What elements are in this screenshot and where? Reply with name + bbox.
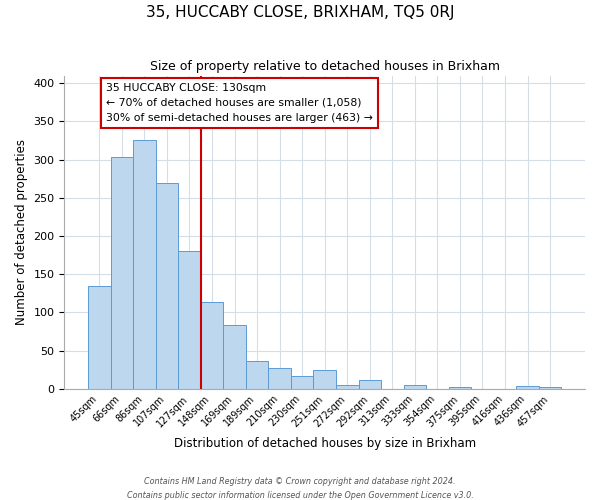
Text: Contains HM Land Registry data © Crown copyright and database right 2024.
Contai: Contains HM Land Registry data © Crown c… — [127, 478, 473, 500]
Bar — [246, 360, 268, 389]
Bar — [291, 376, 313, 389]
Bar — [178, 252, 201, 389]
Bar — [336, 385, 359, 389]
Text: 35 HUCCABY CLOSE: 130sqm
← 70% of detached houses are smaller (1,058)
30% of sem: 35 HUCCABY CLOSE: 130sqm ← 70% of detach… — [106, 83, 373, 123]
Title: Size of property relative to detached houses in Brixham: Size of property relative to detached ho… — [150, 60, 500, 73]
Bar — [539, 386, 562, 389]
Bar — [268, 368, 291, 389]
Bar — [223, 326, 246, 389]
Bar — [359, 380, 381, 389]
X-axis label: Distribution of detached houses by size in Brixham: Distribution of detached houses by size … — [173, 437, 476, 450]
Bar — [201, 302, 223, 389]
Bar — [404, 385, 426, 389]
Bar — [110, 158, 133, 389]
Y-axis label: Number of detached properties: Number of detached properties — [15, 139, 28, 325]
Bar — [313, 370, 336, 389]
Bar — [88, 286, 110, 389]
Text: 35, HUCCABY CLOSE, BRIXHAM, TQ5 0RJ: 35, HUCCABY CLOSE, BRIXHAM, TQ5 0RJ — [146, 5, 454, 20]
Bar — [155, 182, 178, 389]
Bar — [449, 388, 471, 389]
Bar — [516, 386, 539, 389]
Bar — [133, 140, 155, 389]
